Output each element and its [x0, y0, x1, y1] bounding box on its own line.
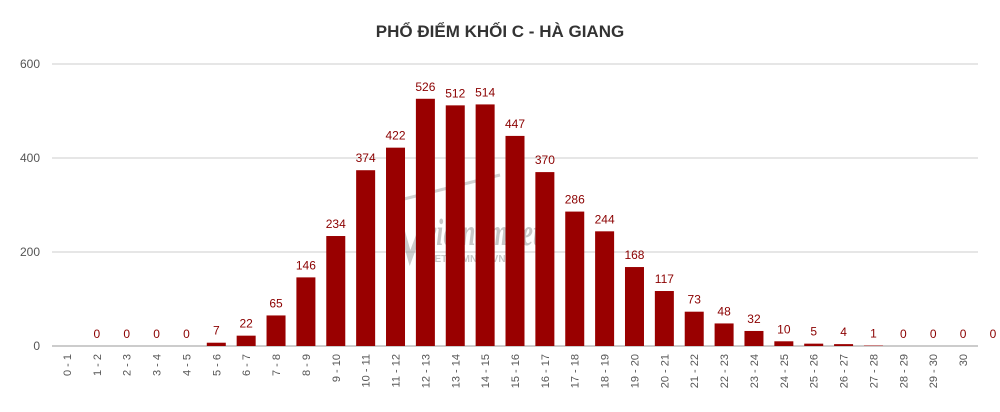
data-label: 234 — [326, 217, 346, 231]
x-axis-ticks: 0 - 1 1 - 2 2 - 3 3 - 4 4 - 5 5 - 6 6 - 7 7 - 8… — [62, 354, 970, 388]
data-label: 22 — [239, 317, 253, 331]
data-label: 73 — [688, 293, 702, 307]
y-tick-label: 600 — [20, 57, 40, 71]
bar — [296, 277, 316, 346]
x-tick-label: 14 - 15 — [480, 354, 492, 388]
bar — [744, 330, 764, 346]
x-tick-label: 10 - 11 — [361, 354, 373, 387]
data-label: 65 — [269, 296, 283, 310]
x-tick-label: 17 - 18 — [570, 354, 582, 388]
x-tick-label: 28 - 29 — [898, 354, 910, 388]
data-label: 117 — [655, 272, 674, 286]
data-label: 0 — [900, 327, 907, 341]
data-label: 7 — [213, 324, 220, 338]
bar — [565, 211, 585, 346]
data-label: 0 — [153, 327, 160, 341]
data-label: 168 — [624, 248, 644, 262]
x-tick-label: 9 - 10 — [331, 354, 343, 382]
y-tick-label: 400 — [20, 151, 40, 165]
data-label: 0 — [123, 327, 130, 341]
data-label: 146 — [296, 258, 316, 272]
x-tick-label: 15 - 16 — [510, 354, 522, 388]
x-tick-label: 25 - 26 — [809, 354, 821, 388]
watermark-subtext: VIETNAMNET.VN — [425, 254, 506, 265]
x-tick-label: 4 - 5 — [181, 354, 193, 376]
data-label: 0 — [990, 327, 997, 341]
data-label: 48 — [717, 304, 731, 318]
x-tick-label: 18 - 19 — [600, 354, 612, 388]
bar — [356, 170, 376, 346]
data-label: 374 — [356, 151, 376, 165]
x-tick-label: 6 - 7 — [241, 354, 253, 376]
y-tick-label: 200 — [20, 245, 40, 259]
data-label: 4 — [840, 325, 847, 339]
x-tick-label: 0 - 1 — [62, 354, 74, 376]
bar — [326, 236, 346, 346]
data-label: 286 — [565, 193, 585, 207]
x-tick-label: 30 — [958, 354, 970, 366]
bar — [595, 231, 615, 346]
chart-title: PHỔ ĐIỂM KHỐI C - HÀ GIANG — [376, 21, 624, 41]
data-label: 0 — [960, 327, 967, 341]
bar — [386, 147, 406, 346]
data-label: 0 — [930, 327, 937, 341]
data-label: 422 — [386, 129, 406, 143]
bar — [475, 104, 495, 346]
bar — [684, 311, 704, 346]
bar — [834, 344, 854, 346]
x-tick-label: 3 - 4 — [152, 354, 164, 376]
x-tick-label: 12 - 13 — [420, 354, 432, 388]
bars — [206, 98, 883, 346]
y-tick-label: 0 — [33, 339, 40, 353]
bar — [236, 335, 256, 346]
x-tick-label: 29 - 30 — [928, 354, 940, 388]
bar — [415, 98, 435, 346]
data-label: 10 — [777, 322, 791, 336]
x-tick-label: 1 - 2 — [92, 354, 104, 376]
bar — [505, 135, 525, 346]
x-tick-label: 8 - 9 — [301, 354, 313, 376]
data-label: 0 — [183, 327, 190, 341]
x-tick-label: 21 - 22 — [689, 354, 701, 388]
x-tick-label: 24 - 25 — [779, 354, 791, 388]
bar — [714, 323, 734, 346]
y-axis-ticks: 0 200 400 600 — [20, 57, 40, 353]
x-tick-label: 13 - 14 — [450, 354, 462, 388]
x-tick-label: 26 - 27 — [839, 354, 851, 388]
x-tick-label: 22 - 23 — [719, 354, 731, 388]
data-label: 32 — [747, 312, 761, 326]
data-label: 512 — [445, 86, 465, 100]
data-label: 5 — [810, 325, 817, 339]
bar — [445, 105, 465, 346]
bar — [266, 315, 286, 346]
data-label: 1 — [870, 327, 877, 341]
data-label: 0 — [93, 327, 100, 341]
bar — [624, 267, 644, 346]
bar — [206, 342, 226, 346]
bar — [774, 341, 794, 346]
data-label: 447 — [505, 117, 525, 131]
x-tick-label: 5 - 6 — [211, 354, 223, 376]
x-tick-label: 20 - 21 — [659, 354, 671, 388]
x-tick-label: 23 - 24 — [749, 354, 761, 388]
data-label: 526 — [415, 80, 435, 94]
x-tick-label: 2 - 3 — [122, 354, 134, 376]
bar — [535, 172, 555, 346]
x-tick-label: 27 - 28 — [868, 354, 880, 388]
bar — [804, 343, 824, 346]
x-tick-label: 16 - 17 — [540, 354, 552, 388]
data-label: 514 — [475, 85, 495, 99]
data-label: 244 — [595, 212, 615, 226]
x-tick-label: 19 - 20 — [629, 354, 641, 388]
x-tick-label: 11 - 12 — [391, 354, 403, 387]
data-label: 370 — [535, 153, 555, 167]
x-tick-label: 7 - 8 — [271, 354, 283, 376]
bar — [654, 291, 674, 346]
